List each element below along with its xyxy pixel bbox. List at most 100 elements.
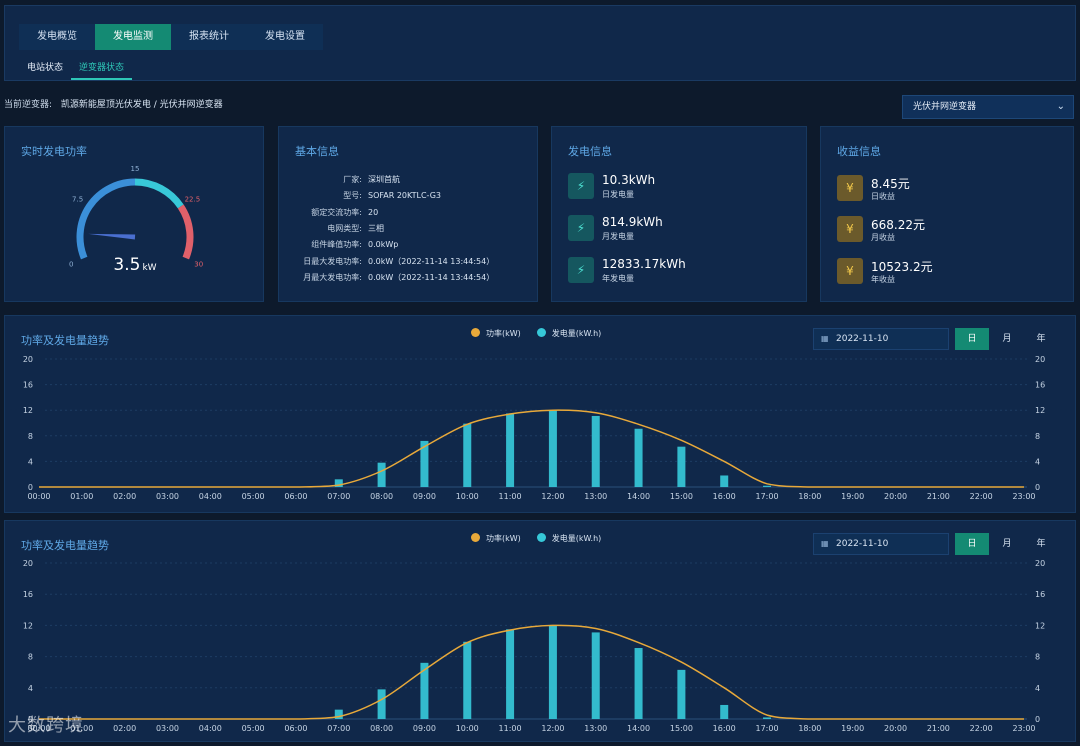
range-day-button[interactable]: 日 — [955, 533, 989, 555]
info-key: 厂家: — [343, 175, 362, 184]
y-tick-label-left: 0 — [28, 715, 33, 724]
legend-energy[interactable]: 发电量(kW.h) — [536, 328, 602, 339]
inverter-select-value: 光伏并网逆变器 — [913, 102, 977, 112]
info-key: 电网类型: — [327, 224, 362, 233]
info-value: 深圳首航 — [368, 175, 400, 184]
energy-bar — [506, 629, 515, 719]
trend-chart-panel: 0 0 4 4 8 8 12 12 16 16 20 20 00:00 01:00 02:00 03:00 04… — [4, 520, 1076, 742]
x-tick-label: 23:00 — [1012, 492, 1035, 501]
lightning-icon: ⚡ — [568, 173, 594, 199]
x-tick-label: 09:00 — [413, 492, 436, 501]
legend-power-label: 功率(kW) — [486, 329, 521, 338]
y-tick-label-right: 12 — [1035, 406, 1045, 415]
info-key: 月最大发电功率: — [303, 273, 362, 282]
stat-label: 年发电量 — [602, 274, 634, 283]
x-tick-label: 16:00 — [713, 492, 736, 501]
range-year-button[interactable]: 年 — [1036, 539, 1046, 549]
x-tick-label: 22:00 — [970, 724, 993, 733]
coin-icon: ¥ — [837, 216, 863, 242]
energy-bar — [506, 413, 515, 487]
stat-label: 日收益 — [871, 192, 895, 201]
legend-energy-label: 发电量(kW.h) — [551, 329, 602, 338]
energy-bar — [334, 479, 343, 487]
x-tick-label: 01:00 — [70, 492, 93, 501]
top-nav-panel: 发电概览 发电监测 报表统计 发电设置 电站状态 逆变器状态 — [4, 5, 1076, 81]
realtime-power-title: 实时发电功率 — [21, 145, 87, 158]
stat-value: 12833.17kWh — [602, 257, 686, 271]
x-tick-label: 10:00 — [456, 724, 479, 733]
x-tick-label: 02:00 — [113, 492, 136, 501]
y-tick-label-right: 16 — [1035, 590, 1045, 599]
main-tabs: 发电概览 发电监测 报表统计 发电设置 — [19, 24, 323, 50]
stat-value: 10523.2元 — [871, 260, 933, 274]
info-key: 日最大发电功率: — [303, 257, 362, 266]
current-inverter-path: 凯源新能屋顶光伏发电 / 光伏并网逆变器 — [60, 100, 223, 110]
y-tick-label-left: 16 — [23, 590, 33, 599]
subtab-station-status[interactable]: 电站状态 — [27, 63, 64, 73]
gauge-tick-label: 22.5 — [185, 196, 201, 204]
x-tick-label: 21:00 — [927, 724, 950, 733]
y-tick-label-left: 20 — [23, 355, 33, 364]
range-day-button[interactable]: 日 — [955, 328, 989, 350]
y-tick-label-right: 16 — [1035, 381, 1045, 390]
chart-legend: 功率(kW) 发电量(kW.h) — [471, 533, 601, 544]
calendar-icon: ▦ — [821, 539, 829, 548]
y-tick-label-left: 8 — [28, 653, 33, 662]
stat-label: 年收益 — [871, 275, 895, 284]
info-key: 型号: — [343, 191, 362, 200]
legend-power[interactable]: 功率(kW) — [471, 328, 521, 339]
tab-monitoring[interactable]: 发电监测 — [95, 24, 171, 50]
energy-bar — [548, 410, 557, 487]
stat-value: 10.3kWh — [602, 173, 656, 187]
power-line — [38, 409, 1024, 488]
x-tick-label: 18:00 — [798, 492, 821, 501]
gauge-number: 3.5 — [113, 255, 141, 275]
coin-icon: ¥ — [837, 258, 863, 284]
legend-energy[interactable]: 发电量(kW.h) — [536, 533, 601, 544]
energy-bar — [634, 428, 643, 487]
range-month-button[interactable]: 月 — [1002, 539, 1012, 549]
tab-settings[interactable]: 发电设置 — [265, 31, 305, 42]
y-tick-label-right: 4 — [1035, 684, 1040, 693]
range-month-button[interactable]: 月 — [1002, 334, 1012, 344]
x-tick-label: 18:00 — [798, 724, 821, 733]
energy-bar — [377, 462, 386, 487]
date-picker[interactable]: ▦ 2022-11-10 — [813, 533, 949, 555]
x-tick-label: 19:00 — [841, 492, 864, 501]
basic-info-card: 基本信息 厂家: 深圳首航 型号: SOFAR 20KTLC-G3 额定交流功率: 2… — [278, 126, 538, 302]
x-tick-label: 14:00 — [627, 724, 650, 733]
info-value: 20 — [368, 208, 379, 217]
x-tick-label: 17:00 — [756, 492, 779, 501]
tab-reports[interactable]: 报表统计 — [189, 31, 229, 42]
energy-bar — [463, 641, 472, 719]
generation-info-title: 发电信息 — [568, 145, 612, 158]
tab-overview[interactable]: 发电概览 — [37, 31, 77, 42]
energy-bar — [720, 475, 729, 487]
x-tick-label: 12:00 — [541, 724, 564, 733]
x-tick-label: 06:00 — [284, 492, 307, 501]
x-tick-label: 04:00 — [199, 724, 222, 733]
trend-chart-panel: 0 0 4 4 8 8 12 12 16 16 20 20 00:00 01:00 02:00 03:00 04… — [4, 315, 1076, 513]
gauge-arc-low — [76, 178, 136, 260]
info-value: 三相 — [368, 224, 384, 233]
x-tick-label: 05:00 — [242, 492, 265, 501]
date-picker[interactable]: ▦ 2022-11-10 — [813, 328, 949, 350]
legend-power[interactable]: 功率(kW) — [471, 533, 521, 544]
inverter-select[interactable]: 光伏并网逆变器 ⌄ — [902, 95, 1074, 119]
basic-info-title: 基本信息 — [295, 145, 339, 158]
energy-bar — [634, 648, 643, 719]
x-tick-label: 14:00 — [627, 492, 650, 501]
y-tick-label-left: 0 — [28, 483, 33, 492]
calendar-icon: ▦ — [821, 334, 829, 343]
energy-bar — [720, 704, 729, 719]
x-tick-label: 13:00 — [584, 492, 607, 501]
energy-bar — [463, 423, 472, 487]
date-value: 2022-11-10 — [836, 539, 889, 549]
subtab-inverter-status[interactable]: 逆变器状态 — [71, 60, 133, 80]
income-info-card: 收益信息 ¥ 8.45元 日收益 ¥ 668.22元 月收益 ¥ 10523.2… — [820, 126, 1074, 302]
info-value: 0.0kW（2022-11-14 13:44:54） — [368, 257, 495, 266]
energy-bar — [334, 709, 343, 719]
income-info-title: 收益信息 — [837, 145, 881, 158]
y-tick-label-right: 4 — [1035, 457, 1040, 466]
range-year-button[interactable]: 年 — [1036, 334, 1046, 344]
